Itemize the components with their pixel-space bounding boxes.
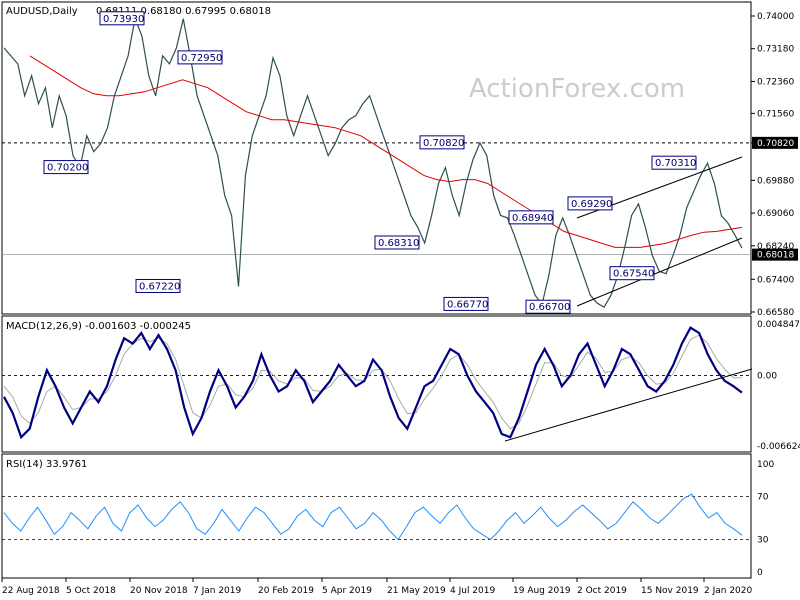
x-tick-label: 22 Aug 2018: [2, 586, 60, 596]
rsi-tick-label: 30: [757, 536, 769, 546]
rsi-axis: 100 70 30 0: [757, 460, 774, 578]
swing-label: 0.66700: [525, 299, 571, 314]
swing-label: 0.70310: [651, 155, 697, 170]
swing-label: 0.67540: [609, 266, 655, 281]
macd-panel: [1, 315, 752, 453]
price-tick-label: 0.73180: [757, 45, 794, 55]
x-tick-label: 4 Jul 2019: [450, 586, 495, 596]
price-tick-label: 0.71560: [757, 109, 794, 119]
macd-tick-label: -0.006624: [757, 442, 800, 452]
swing-label: 0.67220: [135, 278, 181, 293]
price-tick-label: 0.68240: [757, 242, 794, 252]
svg-text:0.66770: 0.66770: [447, 299, 488, 310]
svg-text:0.70820: 0.70820: [757, 139, 794, 149]
macd-tick-label: 0.004847: [757, 320, 800, 330]
price-tick-label: 0.69880: [757, 176, 794, 186]
x-tick-label: 7 Jan 2019: [193, 586, 241, 596]
swing-label: 0.73930: [99, 11, 145, 26]
price-tick-label: 0.72360: [757, 77, 794, 87]
x-tick-label: 20 Nov 2018: [130, 586, 188, 596]
x-tick-label: 20 Feb 2019: [258, 586, 314, 596]
resistance-badge: 0.70820: [752, 136, 798, 149]
macd-line: [3, 326, 743, 440]
svg-text:0.70820: 0.70820: [423, 138, 464, 149]
swing-labels: 0.73930 0.70200 0.72950 0.67220 0.70820 0.683…: [43, 11, 697, 314]
svg-text:0.72950: 0.72950: [181, 53, 222, 64]
x-tick-label: 5 Apr 2019: [322, 586, 372, 596]
price-panel: [1, 1, 752, 315]
price-tick-label: 0.66580: [757, 308, 794, 318]
macd-trendline: [504, 368, 753, 442]
svg-text:0.68940: 0.68940: [512, 213, 553, 224]
swing-label: 0.72950: [177, 50, 223, 65]
swing-label: 0.69290: [567, 196, 613, 211]
macd-signal-line: [3, 334, 742, 430]
x-tick-label: 19 Aug 2019: [513, 586, 571, 596]
swing-label: 0.70820: [419, 135, 465, 150]
svg-text:0.67220: 0.67220: [139, 281, 180, 292]
swing-label: 0.70200: [43, 160, 89, 175]
rsi-line: [3, 493, 743, 541]
x-tick-label: 2 Jan 2020: [704, 586, 752, 596]
svg-text:0.68018: 0.68018: [757, 251, 794, 261]
svg-text:0.68310: 0.68310: [378, 238, 419, 249]
macd-title: MACD(12,26,9) -0.001603 -0.000245: [6, 321, 191, 332]
price-tick-label: 0.67400: [757, 275, 794, 285]
price-tick-label: 0.69060: [757, 209, 794, 219]
macd-axis: 0.004847 0.00 -0.006624: [757, 320, 800, 452]
svg-text:0.69290: 0.69290: [571, 199, 612, 210]
watermark: ActionForex.com: [469, 74, 685, 104]
rsi-tick-label: 70: [757, 492, 769, 502]
svg-text:0.70200: 0.70200: [47, 163, 88, 174]
rsi-tick-label: 0: [757, 568, 763, 578]
svg-text:0.67540: 0.67540: [613, 269, 654, 280]
rsi-tick-label: 100: [757, 460, 774, 470]
price-tick-label: 0.74000: [757, 12, 794, 22]
x-axis: 22 Aug 2018 5 Oct 2018 20 Nov 2018 7 Jan 20…: [1, 578, 752, 596]
ohlc-readout: 0.68111 0.68180 0.67995 0.68018: [96, 6, 271, 17]
x-tick-label: 5 Oct 2018: [66, 586, 116, 596]
swing-label: 0.68940: [508, 210, 554, 225]
x-tick-label: 15 Nov 2019: [641, 586, 699, 596]
current-price-badge: 0.68018: [752, 248, 798, 261]
rsi-title: RSI(14) 33.9761: [6, 459, 87, 470]
symbol-title: AUDUSD,Daily: [6, 6, 78, 17]
svg-text:0.66700: 0.66700: [529, 302, 570, 313]
swing-label: 0.68310: [374, 235, 420, 250]
svg-text:0.70310: 0.70310: [655, 158, 696, 169]
x-tick-label: 21 May 2019: [387, 586, 446, 596]
moving-average-line: [29, 55, 743, 248]
macd-tick-label: 0.00: [757, 372, 777, 382]
x-tick-label: 2 Oct 2019: [577, 586, 627, 596]
price-axis: 0.74000 0.73180 0.72360 0.71560 0.70820 0.698…: [751, 12, 794, 318]
swing-label: 0.66770: [443, 296, 489, 311]
svg-text:0.73930: 0.73930: [103, 14, 144, 25]
channel-lower-line: [576, 237, 743, 307]
